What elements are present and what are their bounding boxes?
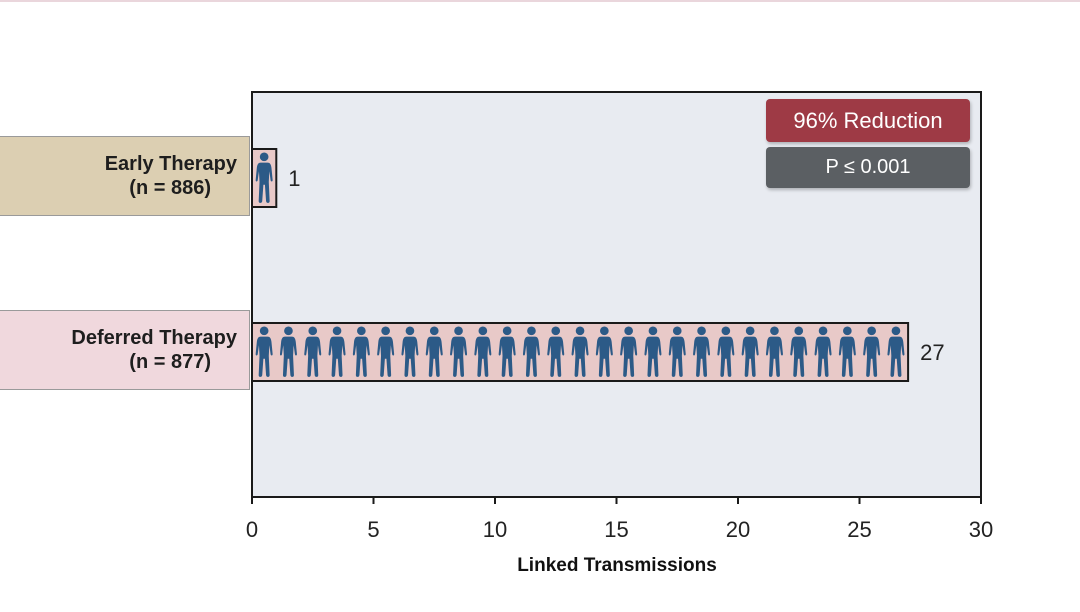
x-tick-label: 20	[726, 517, 750, 542]
category-label-deferred-therapy: Deferred Therapy (n = 877)	[0, 310, 250, 390]
early-therapy-name: Early Therapy	[104, 153, 237, 175]
top-rule	[0, 0, 1080, 2]
deferred-therapy-n: (n = 877)	[129, 351, 211, 373]
x-tick-label: 10	[483, 517, 507, 542]
p-value-badge: P ≤ 0.001	[766, 147, 970, 188]
x-tick-label: 25	[847, 517, 871, 542]
x-tick-label: 5	[367, 517, 379, 542]
x-tick-label: 0	[246, 517, 258, 542]
deferred-therapy-name: Deferred Therapy	[71, 327, 237, 349]
category-label-early-therapy: Early Therapy (n = 886)	[0, 136, 250, 216]
x-tick-label: 30	[969, 517, 993, 542]
data-label-deferred-therapy: 27	[920, 340, 944, 365]
x-axis-label: Linked Transmissions	[517, 555, 717, 576]
reduction-badge: 96% Reduction	[766, 99, 970, 142]
bars-layer: 1 27	[251, 148, 945, 382]
early-therapy-n: (n = 886)	[129, 177, 211, 199]
x-tick-label: 15	[604, 517, 628, 542]
x-axis: 0 5 10 15 20 25 30	[246, 497, 993, 542]
data-label-early-therapy: 1	[288, 166, 300, 191]
